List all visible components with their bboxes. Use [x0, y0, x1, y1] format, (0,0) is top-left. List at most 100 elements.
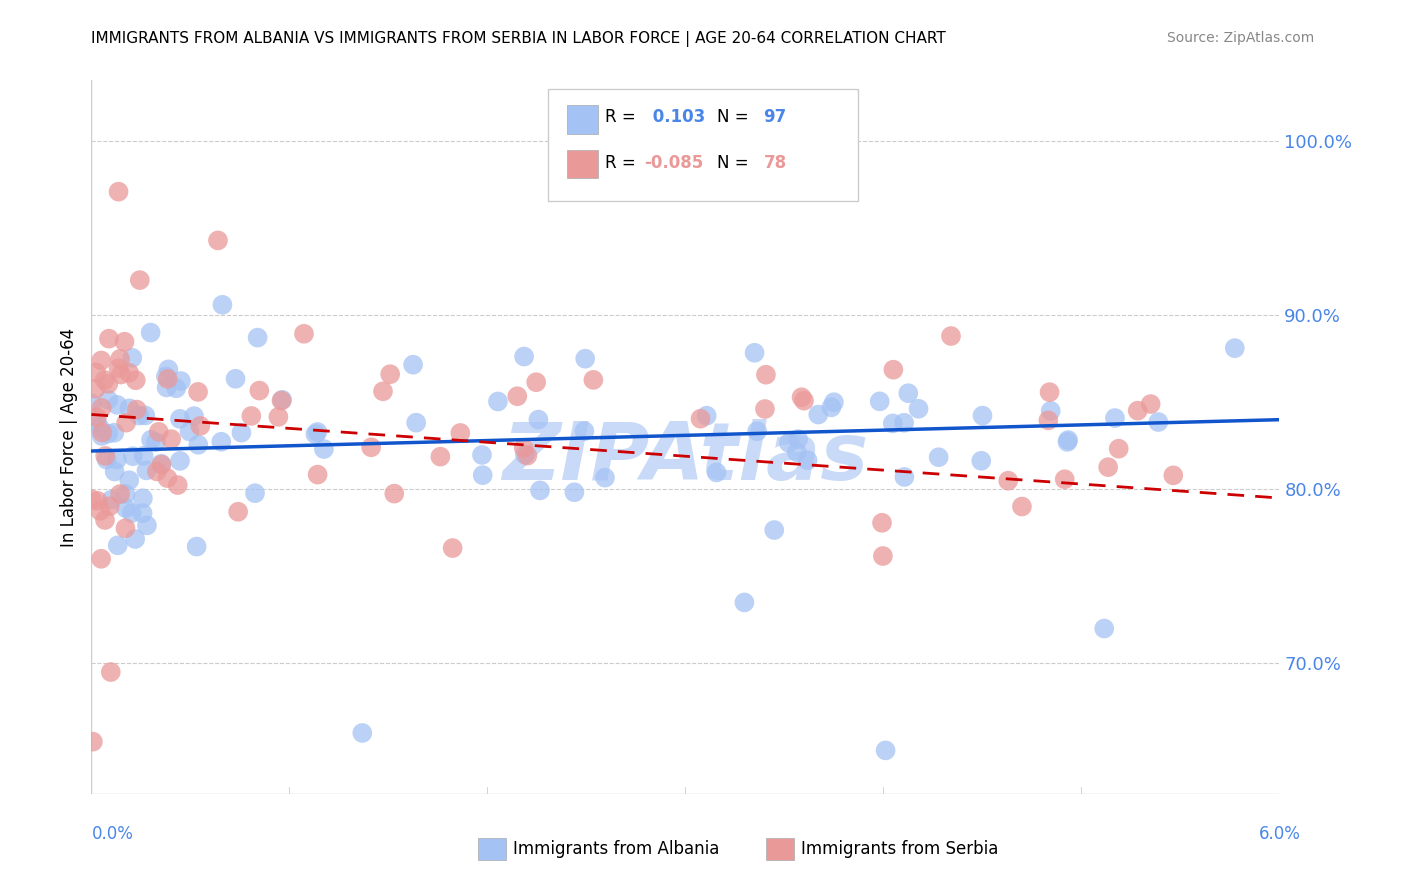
- Point: [187, 438, 209, 452]
- Point: [100, 665, 122, 679]
- Text: Source: ZipAtlas.com: Source: ZipAtlas.com: [1167, 31, 1315, 45]
- Point: [1011, 500, 1033, 514]
- Point: [1097, 460, 1119, 475]
- Point: [997, 474, 1019, 488]
- Point: [135, 463, 157, 477]
- Point: [893, 416, 915, 430]
- Point: [86, 494, 108, 508]
- Point: [107, 361, 129, 376]
- Point: [134, 409, 156, 423]
- Point: [897, 386, 920, 401]
- Point: [307, 425, 329, 439]
- Point: [243, 486, 266, 500]
- Point: [86, 416, 108, 430]
- Point: [115, 416, 138, 430]
- Point: [121, 506, 143, 520]
- Point: [114, 334, 136, 349]
- Point: [304, 427, 326, 442]
- Point: [786, 445, 808, 459]
- Point: [94, 513, 117, 527]
- Text: N =: N =: [717, 108, 748, 126]
- Point: [382, 486, 405, 500]
- Text: Immigrants from Albania: Immigrants from Albania: [513, 840, 720, 858]
- Point: [1092, 622, 1115, 636]
- Point: [1147, 415, 1170, 429]
- Point: [183, 409, 205, 423]
- Point: [84, 366, 107, 380]
- Point: [84, 382, 107, 396]
- Point: [145, 435, 167, 450]
- Point: [156, 471, 179, 485]
- Point: [122, 449, 145, 463]
- Point: [160, 432, 183, 446]
- Point: [870, 516, 893, 530]
- Point: [872, 549, 894, 563]
- Point: [156, 372, 179, 386]
- Point: [529, 483, 551, 498]
- Point: [132, 449, 155, 463]
- Point: [90, 401, 112, 415]
- Point: [352, 726, 374, 740]
- Text: R =: R =: [605, 108, 636, 126]
- Text: IMMIGRANTS FROM ALBANIA VS IMMIGRANTS FROM SERBIA IN LABOR FORCE | AGE 20-64 COR: IMMIGRANTS FROM ALBANIA VS IMMIGRANTS FR…: [91, 31, 946, 47]
- Point: [240, 409, 263, 423]
- Point: [98, 500, 121, 514]
- Point: [733, 595, 755, 609]
- Point: [131, 506, 153, 520]
- Point: [107, 185, 129, 199]
- Point: [1161, 468, 1184, 483]
- Point: [307, 467, 329, 482]
- Text: R =: R =: [605, 154, 636, 172]
- Point: [471, 468, 494, 483]
- Point: [225, 372, 247, 386]
- Point: [429, 450, 451, 464]
- Point: [110, 368, 132, 382]
- Point: [1038, 413, 1060, 427]
- Point: [875, 743, 897, 757]
- Point: [247, 384, 270, 398]
- Text: -0.085: -0.085: [644, 154, 703, 172]
- Point: [506, 389, 529, 403]
- Point: [312, 442, 335, 456]
- Point: [82, 734, 104, 748]
- Point: [970, 454, 993, 468]
- Point: [564, 485, 586, 500]
- Point: [128, 273, 150, 287]
- Point: [166, 478, 188, 492]
- Point: [97, 376, 120, 391]
- Point: [402, 358, 425, 372]
- Y-axis label: In Labor Force | Age 20-64: In Labor Force | Age 20-64: [59, 327, 77, 547]
- Point: [97, 392, 120, 407]
- Point: [107, 538, 129, 552]
- Point: [449, 425, 471, 440]
- Point: [292, 326, 315, 341]
- Point: [80, 492, 103, 507]
- Point: [118, 401, 141, 416]
- Point: [93, 373, 115, 387]
- Point: [89, 504, 111, 518]
- Point: [169, 412, 191, 426]
- Text: 0.103: 0.103: [647, 108, 704, 126]
- Point: [150, 458, 173, 472]
- Point: [114, 487, 136, 501]
- Point: [755, 368, 778, 382]
- Point: [527, 412, 550, 426]
- Point: [582, 373, 605, 387]
- Point: [139, 433, 162, 447]
- Point: [132, 491, 155, 506]
- Point: [882, 417, 904, 431]
- Text: 6.0%: 6.0%: [1258, 825, 1301, 843]
- Point: [125, 402, 148, 417]
- Point: [486, 394, 509, 409]
- Point: [97, 332, 120, 346]
- Point: [146, 464, 169, 478]
- Point: [754, 402, 776, 417]
- Text: 0.0%: 0.0%: [91, 825, 134, 843]
- Point: [793, 393, 815, 408]
- Point: [513, 350, 536, 364]
- Point: [100, 492, 122, 507]
- Point: [148, 425, 170, 439]
- Point: [1104, 411, 1126, 425]
- Point: [696, 409, 718, 423]
- Point: [128, 409, 150, 423]
